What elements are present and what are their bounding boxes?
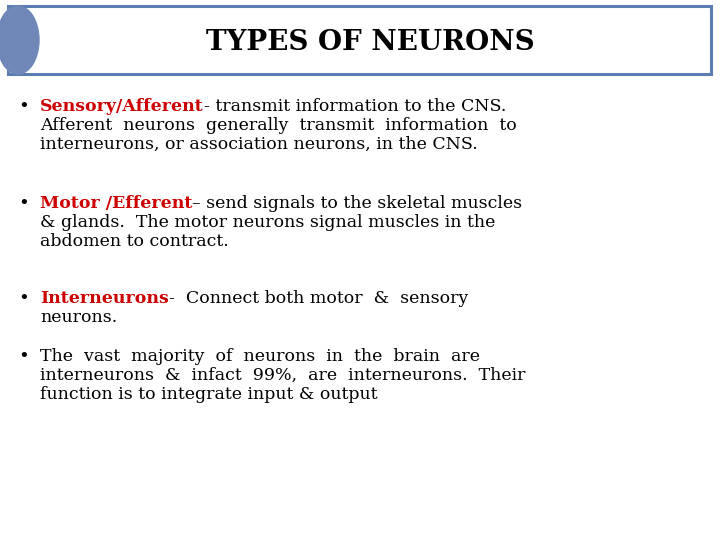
Text: -  Connect both motor  &  sensory: - Connect both motor & sensory: [168, 290, 468, 307]
Text: abdomen to contract.: abdomen to contract.: [40, 233, 229, 250]
Text: & glands.  The motor neurons signal muscles in the: & glands. The motor neurons signal muscl…: [40, 214, 495, 231]
Text: •: •: [18, 348, 29, 366]
Text: •: •: [18, 195, 29, 213]
Text: - transmit information to the CNS.: - transmit information to the CNS.: [204, 98, 506, 115]
Text: interneurons  &  infact  99%,  are  interneurons.  Their: interneurons & infact 99%, are interneur…: [40, 367, 526, 384]
Ellipse shape: [0, 6, 39, 74]
Text: Sensory/Afferent: Sensory/Afferent: [40, 98, 204, 115]
Text: TYPES OF NEURONS: TYPES OF NEURONS: [206, 29, 534, 56]
Text: •: •: [18, 98, 29, 116]
Text: interneurons, or association neurons, in the CNS.: interneurons, or association neurons, in…: [40, 136, 478, 153]
Text: – send signals to the skeletal muscles: – send signals to the skeletal muscles: [192, 195, 523, 212]
FancyBboxPatch shape: [8, 6, 711, 74]
Text: Motor /Efferent: Motor /Efferent: [40, 195, 192, 212]
Text: function is to integrate input & output: function is to integrate input & output: [40, 386, 377, 403]
Text: neurons.: neurons.: [40, 309, 117, 326]
Text: Afferent  neurons  generally  transmit  information  to: Afferent neurons generally transmit info…: [40, 117, 517, 134]
Text: Interneurons: Interneurons: [40, 290, 168, 307]
Text: •: •: [18, 290, 29, 308]
Text: The  vast  majority  of  neurons  in  the  brain  are: The vast majority of neurons in the brai…: [40, 348, 480, 365]
